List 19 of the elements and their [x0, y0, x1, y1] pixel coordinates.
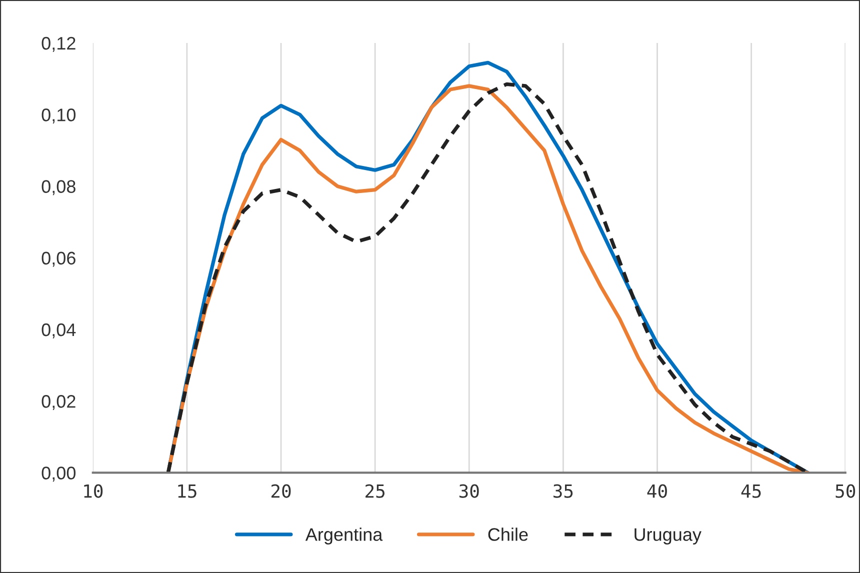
x-tick-label: 15 — [178, 484, 196, 498]
y-tick-label: 0,12 — [42, 36, 76, 52]
y-tick-label: 0,08 — [42, 180, 76, 196]
y-tick-label: 0,06 — [42, 252, 76, 267]
legend-label: Chile — [488, 528, 528, 541]
legend-label: Argentina — [305, 528, 383, 544]
y-tick-label: 0,10 — [42, 108, 76, 124]
x-tick-label: 40 — [647, 484, 667, 498]
x-tick-label: 35 — [554, 484, 573, 498]
x-tick-label: 30 — [459, 484, 479, 498]
x-tick-label: 50 — [836, 484, 856, 498]
x-tick-label: 25 — [366, 484, 384, 498]
y-tick-label: 0,04 — [42, 323, 76, 338]
y-tick-label: 0,02 — [42, 395, 76, 410]
legend-label: Uruguay — [634, 528, 702, 544]
y-tick-label: 0,00 — [42, 466, 76, 482]
x-tick-label: 20 — [271, 484, 291, 498]
x-tick-label: 45 — [741, 484, 761, 498]
x-tick-label: 10 — [84, 484, 103, 498]
